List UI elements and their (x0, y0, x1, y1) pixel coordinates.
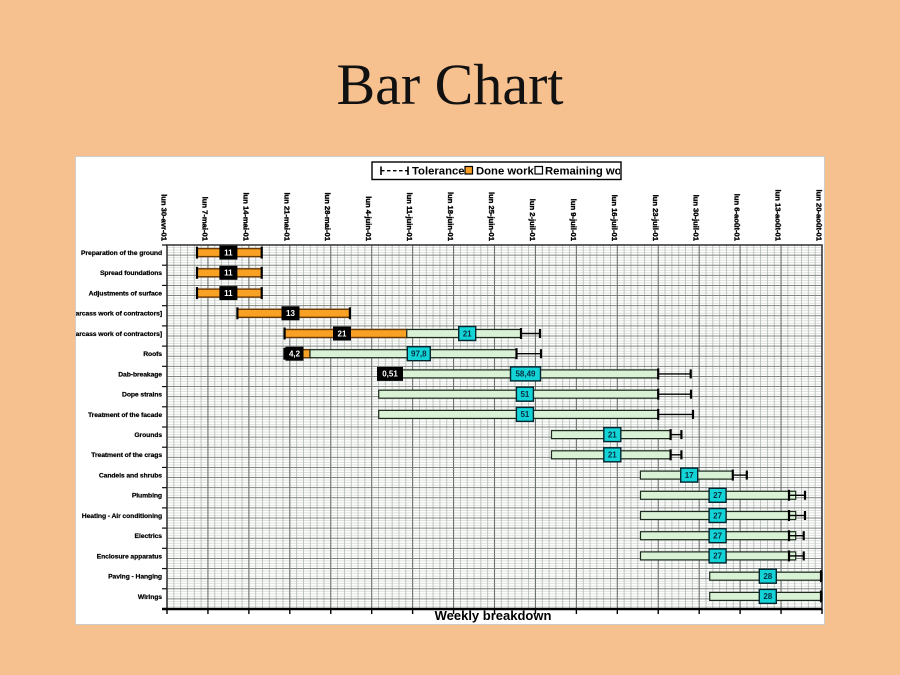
svg-text:lun 2-juil-01: lun 2-juil-01 (528, 199, 537, 242)
svg-text:27: 27 (713, 532, 722, 541)
svg-text:lun 7-mai-01: lun 7-mai-01 (200, 197, 209, 242)
svg-text:21: 21 (608, 430, 617, 439)
svg-text:Remaining work: Remaining work (545, 166, 633, 178)
svg-text:21: 21 (608, 451, 617, 460)
svg-text:lun 25-juin-01: lun 25-juin-01 (487, 192, 496, 242)
svg-text:Enclosure apparatus: Enclosure apparatus (97, 553, 163, 560)
svg-text:Preparation of the ground: Preparation of the ground (81, 250, 162, 257)
svg-text:Adjustments of surface: Adjustments of surface (89, 291, 163, 298)
svg-text:11: 11 (224, 248, 233, 257)
svg-text:Electrics: Electrics (135, 533, 163, 540)
svg-text:28: 28 (763, 592, 772, 601)
svg-text:27: 27 (713, 491, 722, 500)
svg-text:58,49: 58,49 (515, 370, 536, 379)
svg-text:lun 14-mai-01: lun 14-mai-01 (241, 192, 250, 241)
svg-text:17: 17 (685, 471, 694, 480)
svg-text:51: 51 (520, 410, 529, 419)
svg-text:lun 11-juin-01: lun 11-juin-01 (405, 192, 414, 241)
svg-text:Done work: Done work (476, 166, 534, 178)
svg-text:lun 13-août-01: lun 13-août-01 (774, 190, 783, 242)
svg-text:21: 21 (338, 329, 347, 338)
svg-text:Paving - Hanging: Paving - Hanging (108, 574, 162, 581)
svg-text:11: 11 (224, 269, 233, 278)
svg-text:11: 11 (224, 289, 233, 298)
svg-text:Grounds: Grounds (134, 432, 162, 439)
svg-text:lun 16-juil-01: lun 16-juil-01 (610, 195, 619, 242)
svg-text:Carcass work of contractors]: Carcass work of contractors] (76, 331, 162, 338)
svg-text:Spread foundations: Spread foundations (100, 270, 162, 277)
svg-text:Candels and shrubs: Candels and shrubs (99, 473, 162, 480)
svg-text:Weekly breakdown: Weekly breakdown (435, 608, 552, 623)
svg-text:Roofs: Roofs (143, 351, 162, 358)
svg-text:Treatment of the facade: Treatment of the facade (88, 412, 162, 419)
svg-text:27: 27 (713, 552, 722, 561)
svg-text:Dope strains: Dope strains (122, 392, 162, 399)
svg-text:13: 13 (286, 309, 295, 318)
svg-text:lun 23-juil-01: lun 23-juil-01 (651, 195, 660, 242)
svg-text:lun 20-août-01: lun 20-août-01 (815, 190, 824, 242)
svg-text:lun 9-juil-01: lun 9-juil-01 (569, 199, 578, 242)
svg-text:Treatment of the crags: Treatment of the crags (91, 452, 162, 459)
svg-text:21: 21 (463, 329, 472, 338)
svg-text:28: 28 (763, 572, 772, 581)
svg-text:Carcass work of contractors]: Carcass work of contractors] (76, 311, 162, 318)
svg-text:4,2: 4,2 (289, 350, 301, 359)
svg-text:lun 28-mai-01: lun 28-mai-01 (323, 192, 332, 241)
svg-text:lun 6-août-01: lun 6-août-01 (733, 194, 742, 242)
svg-text:Plumbing: Plumbing (132, 493, 162, 500)
svg-text:lun 30-avr-01: lun 30-avr-01 (160, 194, 169, 242)
svg-text:Wirings: Wirings (138, 594, 162, 601)
svg-text:lun 21-mai-01: lun 21-mai-01 (282, 192, 291, 241)
svg-text:51: 51 (520, 390, 529, 399)
svg-text:lun 4-juin-01: lun 4-juin-01 (364, 196, 373, 241)
svg-text:0,51: 0,51 (382, 370, 398, 379)
svg-text:Tolerance: Tolerance (412, 166, 465, 178)
svg-text:Heating - Air conditioning: Heating - Air conditioning (82, 513, 162, 520)
svg-text:27: 27 (713, 511, 722, 520)
svg-text:lun 18-juin-01: lun 18-juin-01 (446, 192, 455, 242)
svg-text:lun 30-juil-01: lun 30-juil-01 (692, 195, 701, 242)
svg-text:97,8: 97,8 (411, 350, 427, 359)
svg-text:Dab-breakage: Dab-breakage (118, 371, 162, 378)
